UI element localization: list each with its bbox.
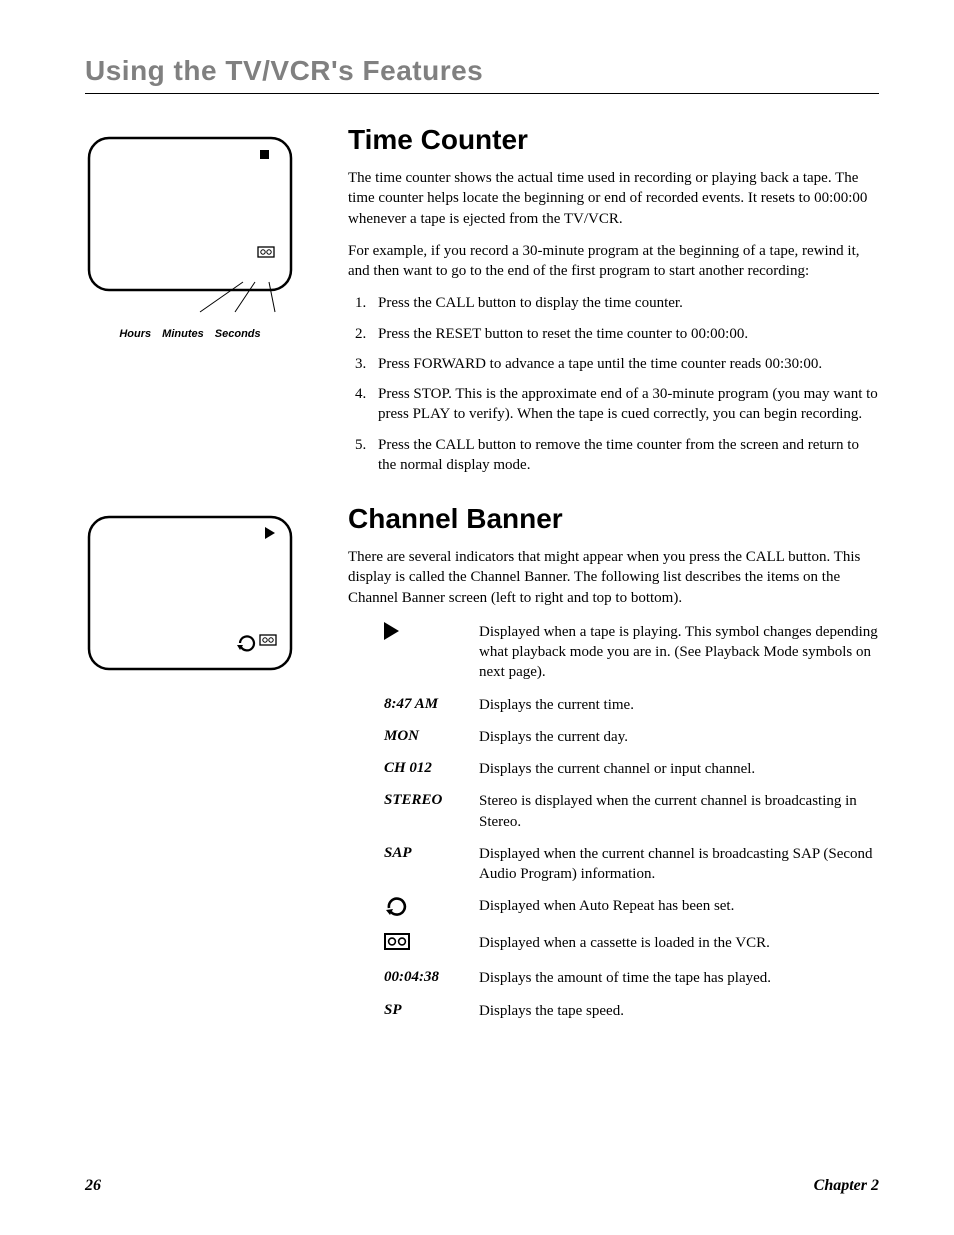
banner-table: Displayed when a tape is playing. This s…: [348, 622, 879, 1021]
caption-seconds: Seconds: [215, 328, 261, 340]
banner-key: STEREO: [384, 791, 479, 809]
tc-p2: For example, if you record a 30-minute p…: [348, 241, 879, 282]
banner-desc: Stereo is displayed when the current cha…: [479, 791, 879, 832]
banner-desc: Displays the current day.: [479, 727, 628, 747]
caption-minutes: Minutes: [162, 328, 204, 340]
figure-col-2: [85, 503, 320, 1033]
banner-key: CH 012: [384, 759, 479, 777]
repeat-icon: [384, 896, 479, 921]
step: Press the RESET button to reset the time…: [370, 324, 879, 344]
step: Press the CALL button to remove the time…: [370, 435, 879, 476]
banner-row: 8:47 AM Displays the current time.: [384, 695, 879, 715]
section-header: Using the TV/VCR's Features: [85, 55, 879, 87]
figure-caption: Hours Minutes Seconds: [85, 328, 295, 340]
banner-desc: Displayed when a cassette is loaded in t…: [479, 933, 770, 953]
banner-key: MON: [384, 727, 479, 745]
banner-row: MON Displays the current day.: [384, 727, 879, 747]
caption-hours: Hours: [119, 328, 151, 340]
tv-figure-2: [85, 513, 295, 673]
tc-p1: The time counter shows the actual time u…: [348, 168, 879, 229]
divider: [85, 93, 879, 94]
tv-screen-illustration: [85, 134, 295, 324]
banner-row: CH 012 Displays the current channel or i…: [384, 759, 879, 779]
tv-figure-1: Hours Minutes Seconds: [85, 134, 295, 340]
channel-banner-title: Channel Banner: [348, 503, 879, 535]
banner-row: SAP Displayed when the current channel i…: [384, 844, 879, 885]
banner-desc: Displays the current channel or input ch…: [479, 759, 755, 779]
step: Press FORWARD to advance a tape until th…: [370, 354, 879, 374]
banner-desc: Displays the current time.: [479, 695, 634, 715]
banner-desc: Displays the tape speed.: [479, 1001, 624, 1021]
page-number: 26: [85, 1177, 101, 1195]
banner-row: Displayed when a tape is playing. This s…: [384, 622, 879, 683]
banner-row: 00:04:38 Displays the amount of time the…: [384, 968, 879, 988]
page: Using the TV/VCR's Features: [0, 0, 954, 1235]
banner-desc: Displayed when a tape is playing. This s…: [479, 622, 879, 683]
cassette-icon: [384, 933, 479, 956]
banner-row: Displayed when Auto Repeat has been set.: [384, 896, 879, 921]
text-col: Time Counter The time counter shows the …: [348, 124, 879, 503]
step: Press the CALL button to display the tim…: [370, 293, 879, 313]
banner-key: SP: [384, 1001, 479, 1019]
time-counter-section: Hours Minutes Seconds Time Counter The t…: [85, 124, 879, 503]
banner-desc: Displays the amount of time the tape has…: [479, 968, 771, 988]
text-col-2: Channel Banner There are several indicat…: [348, 503, 879, 1033]
banner-key: 00:04:38: [384, 968, 479, 986]
banner-row: SP Displays the tape speed.: [384, 1001, 879, 1021]
banner-desc: Displayed when Auto Repeat has been set.: [479, 896, 734, 916]
banner-key: SAP: [384, 844, 479, 862]
channel-banner-section: Channel Banner There are several indicat…: [85, 503, 879, 1033]
banner-row: STEREO Stereo is displayed when the curr…: [384, 791, 879, 832]
chapter-label: Chapter 2: [814, 1177, 879, 1195]
tv-screen-illustration-2: [85, 513, 295, 673]
banner-key: 8:47 AM: [384, 695, 479, 713]
step: Press STOP. This is the approximate end …: [370, 384, 879, 425]
banner-desc: Displayed when the current channel is br…: [479, 844, 879, 885]
banner-row: Displayed when a cassette is loaded in t…: [384, 933, 879, 956]
time-counter-title: Time Counter: [348, 124, 879, 156]
cb-p1: There are several indicators that might …: [348, 547, 879, 608]
tc-steps: Press the CALL button to display the tim…: [348, 293, 879, 475]
figure-col: Hours Minutes Seconds: [85, 124, 320, 503]
play-icon: [384, 622, 479, 645]
footer: 26 Chapter 2: [85, 1177, 879, 1195]
